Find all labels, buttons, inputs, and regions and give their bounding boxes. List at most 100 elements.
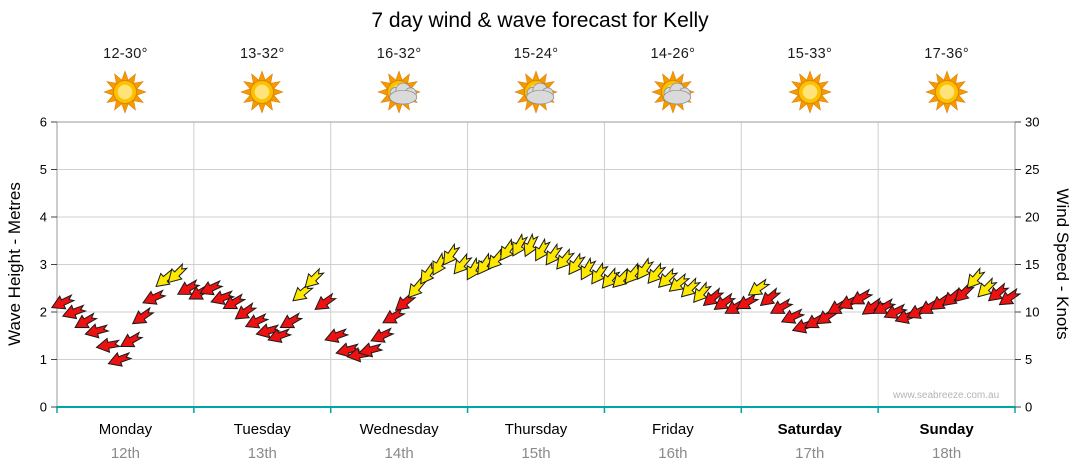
wind-arrow <box>780 308 806 324</box>
wind-arrow <box>358 342 384 358</box>
sun-icon <box>103 70 148 114</box>
wind-arrow <box>466 256 483 281</box>
wind-arrow <box>420 261 438 285</box>
day-name: Sunday <box>919 421 974 439</box>
wind-arrow <box>167 262 189 284</box>
left-tick-label: 2 <box>40 305 47 320</box>
day-date: 15th <box>521 444 551 462</box>
wind-arrow <box>735 293 760 310</box>
wind-arrow <box>74 312 99 329</box>
temperature-label: 14-26° <box>650 46 696 62</box>
wind-arrow <box>930 292 954 310</box>
wind-arrow <box>883 303 909 319</box>
temperature-cell: 15-24° <box>468 44 605 64</box>
wind-arrow <box>222 293 247 310</box>
left-tick-label: 3 <box>40 257 47 272</box>
wind-arrow <box>759 287 782 307</box>
wind-arrow <box>837 294 863 310</box>
wind-arrow <box>568 252 586 276</box>
wind-arrow <box>199 279 224 296</box>
temperature-label: 13-32° <box>239 46 285 62</box>
wind-arrow <box>535 237 551 262</box>
sun-cloud-icon <box>651 70 695 114</box>
wind-arrow <box>304 267 325 288</box>
wind-arrow <box>872 298 897 314</box>
wind-arrow <box>769 298 794 314</box>
wind-arrow <box>244 313 270 329</box>
day-date: 16th <box>658 444 688 462</box>
gridlines <box>57 122 1015 407</box>
day-name: Wednesday <box>359 421 439 439</box>
weather-icons-row <box>57 66 1015 118</box>
day-cell: Wednesday 14th <box>331 413 468 471</box>
wind-arrow <box>267 328 293 344</box>
wind-arrow <box>523 232 539 258</box>
temperature-cell: 13-32° <box>194 44 331 64</box>
temperature-cell: 12-30° <box>57 44 194 64</box>
wind-arrow <box>210 290 236 306</box>
wind-arrow <box>500 238 518 261</box>
weather-icon-cell <box>194 66 331 118</box>
wind-arrow <box>95 337 122 353</box>
wind-arrow <box>382 307 406 324</box>
wind-arrow <box>370 327 395 343</box>
day-name: Thursday <box>504 421 568 439</box>
wind-arrow <box>142 289 167 305</box>
wind-arrow <box>188 283 213 300</box>
wind-arrow <box>314 292 338 310</box>
wind-arrow <box>791 318 817 334</box>
wind-arrow <box>816 306 840 325</box>
wind-arrow <box>50 294 76 310</box>
wind-arrows <box>50 232 1022 367</box>
sun-icon <box>788 70 832 114</box>
sun-cloud-icon <box>377 70 421 114</box>
wind-arrow <box>826 298 851 314</box>
wind-arrow <box>601 266 621 289</box>
day-labels-row: Monday 12th Tuesday 13th Wednesday 14th Thursd… <box>57 413 1015 471</box>
weather-icon-cell <box>878 66 1015 118</box>
axis-ticks: 0 1 2 3 4 5 6 0 5 10 15 20 25 30 <box>40 115 1040 415</box>
right-tick-label: 30 <box>1025 115 1039 130</box>
right-tick-label: 0 <box>1025 400 1032 415</box>
wind-arrow <box>346 346 373 363</box>
weather-icon-cell <box>741 66 878 118</box>
day-date: 13th <box>247 444 277 462</box>
wind-arrow <box>292 282 315 302</box>
wind-arrow <box>335 342 361 358</box>
wind-arrow <box>107 351 133 367</box>
day-cell: Sunday 18th <box>878 413 1015 471</box>
wind-arrow <box>849 288 874 305</box>
left-tick-label: 4 <box>40 210 47 225</box>
left-tick-label: 1 <box>40 352 47 367</box>
wind-arrow <box>702 287 725 307</box>
day-name: Friday <box>652 421 694 439</box>
wind-arrow <box>954 281 976 303</box>
wind-arrow <box>512 232 529 257</box>
wind-arrow <box>724 298 749 314</box>
wind-arrow <box>693 281 713 303</box>
wind-arrow <box>658 267 679 288</box>
right-tick-label: 25 <box>1025 162 1039 177</box>
wind-arrow <box>942 287 965 307</box>
day-name: Monday <box>98 421 153 439</box>
wind-arrow <box>407 276 428 299</box>
day-date: 18th <box>931 444 962 462</box>
weather-icon-cell <box>57 66 194 118</box>
temperature-label: 15-33° <box>787 46 833 62</box>
left-tick-label: 5 <box>40 162 47 177</box>
day-cell: Saturday 17th <box>741 413 878 471</box>
wind-arrow <box>612 267 633 288</box>
day-cell: Friday 16th <box>604 413 741 471</box>
left-tick-label: 0 <box>40 400 47 415</box>
wind-arrow <box>556 247 576 270</box>
temperature-cell: 15-33° <box>741 44 878 64</box>
wind-arrow <box>61 304 88 320</box>
day-date: 17th <box>795 444 825 462</box>
wind-arrow <box>176 279 201 295</box>
wind-arrow <box>279 312 304 329</box>
plot-frame <box>56 121 1016 408</box>
wind-arrow <box>477 252 495 276</box>
weather-icon-cell <box>331 66 468 118</box>
wind-arrow <box>443 242 461 266</box>
